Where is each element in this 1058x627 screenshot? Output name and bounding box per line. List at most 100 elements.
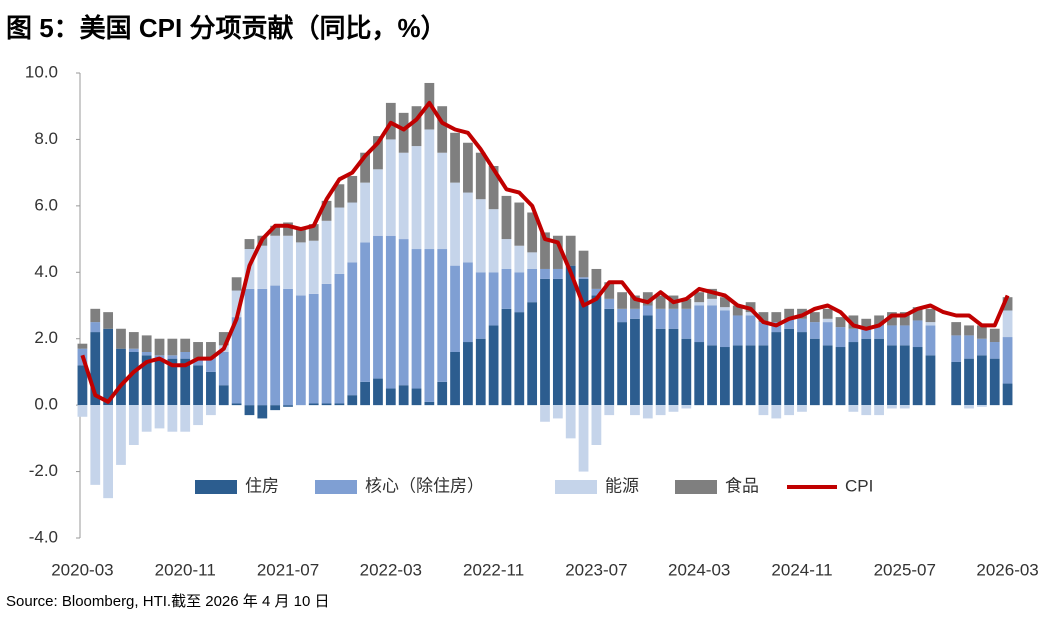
y-tick-label: -4.0 <box>29 527 58 546</box>
bar-segment <box>989 328 1000 343</box>
bar-segment <box>925 322 936 326</box>
bar-segment <box>167 358 178 406</box>
bar-segment <box>398 385 409 406</box>
bar-segment <box>193 365 203 406</box>
bar-segment <box>501 239 512 269</box>
bar-segment <box>552 268 563 279</box>
x-tick-label: 2024-11 <box>771 560 832 579</box>
bar-segment <box>976 338 987 356</box>
bar-segment <box>514 312 525 406</box>
bar-segment <box>206 358 216 372</box>
x-tick-label: 2022-03 <box>360 560 422 579</box>
bar-segment <box>90 332 101 406</box>
bar-segment <box>822 318 833 323</box>
bar-segment <box>450 182 460 266</box>
bar-segment <box>964 405 974 409</box>
bar-segment <box>360 152 370 183</box>
legend-label: 核心（除住房） <box>365 476 484 495</box>
bar-segment <box>964 335 974 359</box>
bar-segment <box>591 268 602 289</box>
bar-segment <box>822 322 833 346</box>
bar-segment <box>552 278 563 406</box>
bar-segment <box>976 325 987 339</box>
bar-segment <box>887 312 897 326</box>
bar-segment <box>784 318 795 329</box>
bar-segment <box>193 358 203 366</box>
bar-segment <box>180 352 191 359</box>
bar-segment <box>630 308 640 319</box>
x-tick-label: 2021-07 <box>257 560 319 579</box>
bar-segment <box>283 405 293 407</box>
bar-segment <box>141 405 152 432</box>
bar-segment <box>450 265 460 352</box>
bar-segment <box>128 405 139 445</box>
bar-segment <box>720 310 730 348</box>
bar-segment <box>1002 297 1013 311</box>
source: Source: Bloomberg, HTI.截至 2026 年 4 月 10 … <box>6 593 329 610</box>
bar-segment <box>630 318 640 406</box>
bar-segment <box>527 252 538 269</box>
bar-segment <box>308 403 319 406</box>
bar-segment <box>475 338 486 406</box>
bar-segment <box>90 322 101 333</box>
bar-segment <box>463 262 473 343</box>
bar-segment <box>180 405 191 432</box>
bar-segment <box>912 307 923 321</box>
bar-segment <box>784 308 795 319</box>
bar-segment <box>565 235 576 266</box>
bar-segment <box>758 345 769 406</box>
bar-segment <box>976 355 987 406</box>
bar-segment <box>861 318 872 329</box>
bar-segment <box>809 338 820 406</box>
bar-segment <box>887 325 897 346</box>
x-tick-label: 2023-07 <box>565 560 627 579</box>
x-tick-label: 2026-03 <box>976 560 1038 579</box>
bar-segment <box>283 235 293 289</box>
bar-segment <box>167 405 178 432</box>
bar-segment <box>373 169 383 236</box>
bar-segment <box>784 328 795 406</box>
bar-segment <box>578 405 589 472</box>
bar-segment <box>540 268 550 279</box>
bar-segment <box>501 268 512 309</box>
y-tick-label: 2.0 <box>34 328 58 347</box>
bar-segment <box>848 342 859 406</box>
bar-segment <box>642 305 653 316</box>
bar-segment <box>347 395 358 406</box>
legend-swatch <box>315 480 357 494</box>
y-tick-label: 8.0 <box>34 129 58 148</box>
bar-segment <box>360 242 370 382</box>
bar-segment <box>527 302 538 406</box>
bar-segment <box>822 345 833 406</box>
bar-segment <box>707 298 717 306</box>
bar-segment <box>463 142 473 193</box>
bar-segment <box>295 295 306 406</box>
bar-segment <box>373 136 383 170</box>
bar-segment <box>411 146 422 250</box>
bar-segment <box>732 305 743 316</box>
bar-segment <box>437 152 448 250</box>
bar-segment <box>617 308 627 323</box>
bar-segment <box>501 195 512 240</box>
bar-segment <box>694 302 705 306</box>
bar-segment <box>604 298 615 309</box>
bar-segment <box>732 345 743 406</box>
bar-segment <box>540 405 550 422</box>
bar-segment <box>295 242 306 296</box>
bar-segment <box>822 308 833 319</box>
bar-segment <box>257 245 268 289</box>
bar-segment <box>218 385 229 406</box>
bar-segment <box>874 338 884 406</box>
bar-segment <box>116 328 126 349</box>
bar-segment <box>360 381 370 406</box>
bar-segment <box>321 220 332 284</box>
bar-segment <box>270 285 281 406</box>
legend-swatch <box>195 480 237 494</box>
bar-segment <box>617 322 627 406</box>
bar-segment <box>231 403 242 406</box>
bar-segment <box>681 308 692 339</box>
bar-segment <box>617 292 627 309</box>
bar-segment <box>861 405 872 416</box>
bar-segment <box>437 249 448 382</box>
